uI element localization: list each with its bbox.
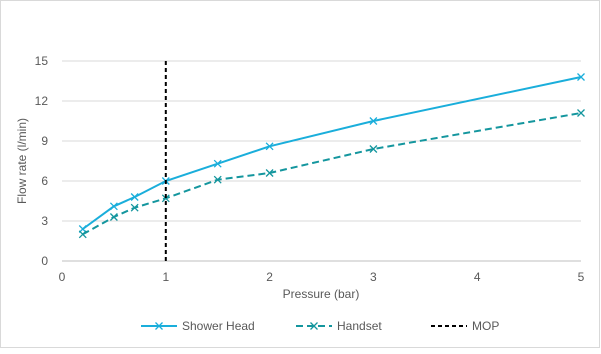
data-point-marker bbox=[130, 203, 139, 212]
x-axis-label: Pressure (bar) bbox=[283, 287, 360, 301]
data-point-marker bbox=[265, 169, 274, 177]
legend-item-handset: Handset bbox=[296, 319, 382, 333]
y-tick-label: 0 bbox=[41, 254, 48, 268]
data-point-marker bbox=[213, 159, 222, 168]
x-tick-label: 5 bbox=[578, 270, 585, 284]
y-tick-label: 12 bbox=[35, 94, 49, 108]
series bbox=[78, 61, 585, 261]
data-point-marker bbox=[213, 175, 222, 184]
legend-marker bbox=[310, 322, 318, 330]
y-tick-label: 9 bbox=[41, 134, 48, 148]
legend-marker bbox=[155, 322, 163, 330]
data-point-marker bbox=[369, 117, 378, 125]
data-point-marker bbox=[577, 109, 585, 117]
x-tick-label: 2 bbox=[266, 270, 273, 284]
x-tick-label: 3 bbox=[370, 270, 377, 284]
x-tick-label: 1 bbox=[162, 270, 169, 284]
data-point-marker bbox=[577, 73, 585, 81]
y-tick-label: 3 bbox=[41, 214, 48, 228]
series-line bbox=[82, 76, 582, 230]
legend-item-mop: MOP bbox=[431, 319, 499, 333]
y-axis-label: Flow rate (l/min) bbox=[15, 118, 29, 204]
data-point-marker bbox=[109, 202, 118, 211]
gridlines bbox=[62, 60, 581, 222]
legend-item-shower-head: Shower Head bbox=[141, 319, 255, 333]
data-point-marker bbox=[78, 230, 87, 239]
data-point-marker bbox=[265, 142, 274, 151]
data-point-marker bbox=[109, 213, 118, 221]
y-tick-label: 15 bbox=[35, 54, 49, 68]
legend: Shower Head Handset MOP bbox=[141, 319, 499, 333]
legend-label: MOP bbox=[472, 319, 499, 333]
series-handset bbox=[78, 109, 585, 239]
x-tick-label: 0 bbox=[59, 270, 66, 284]
x-tick-label: 4 bbox=[474, 270, 481, 284]
data-point-marker bbox=[369, 145, 378, 153]
series-line bbox=[82, 112, 582, 236]
legend-label: Handset bbox=[337, 319, 382, 333]
series-shower-head bbox=[78, 73, 585, 233]
y-tick-label: 6 bbox=[41, 174, 48, 188]
legend-label: Shower Head bbox=[182, 319, 255, 333]
data-point-marker bbox=[130, 193, 139, 201]
data-point-marker bbox=[161, 194, 170, 203]
